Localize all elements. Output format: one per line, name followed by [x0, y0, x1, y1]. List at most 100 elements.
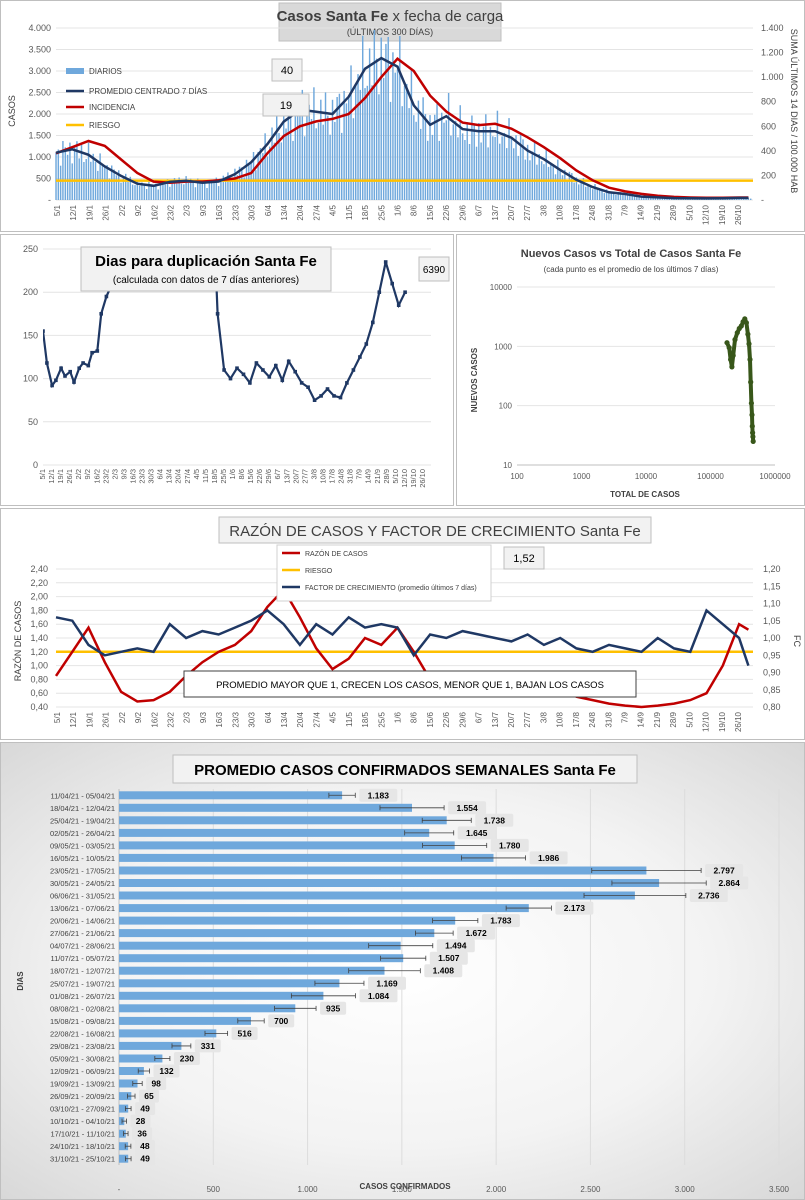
scatter-point: [747, 356, 753, 363]
daily-bar: [626, 195, 629, 200]
x-tick-label: 5/10: [391, 469, 400, 484]
x-tick-label: 22/6: [255, 469, 264, 484]
daily-bar: [264, 133, 266, 200]
weekly-bar: [119, 879, 660, 887]
doubling-marker: [95, 349, 100, 353]
value-label: 2.173: [564, 903, 586, 913]
doubling-marker: [390, 281, 394, 286]
daily-bar: [180, 183, 183, 200]
scatter-point: [734, 330, 740, 336]
daily-bar: [575, 177, 578, 200]
value-label-box: [134, 1139, 155, 1153]
weekly-bar: [119, 1104, 129, 1113]
scatter-point: [750, 430, 756, 436]
y-tick-label: 4.000: [28, 23, 51, 33]
x-tick-label: 9/3: [119, 469, 128, 479]
y-tick-label: 0,60: [30, 688, 48, 698]
y2-tick-label: 0,80: [763, 702, 781, 712]
daily-bar: [155, 183, 157, 200]
category-label: 08/08/21 - 02/08/21: [50, 1004, 115, 1013]
x-tick-label: 23/2: [167, 204, 176, 220]
daily-bar: [162, 182, 164, 200]
ratio-panel: RAZÓN DE CASOS Y FACTOR DE CRECIMIENTO S…: [0, 508, 805, 740]
daily-bar: [115, 175, 118, 200]
x-tick-label: 2/3: [183, 711, 192, 723]
daily-bar: [468, 144, 471, 200]
x-tick-label: 14/9: [637, 204, 646, 220]
x-tick-label: 4/5: [329, 204, 338, 216]
daily-bar: [238, 166, 241, 200]
daily-bar: [443, 122, 445, 200]
daily-bar: [596, 189, 599, 200]
daily-bar: [401, 106, 403, 200]
doubling-marker: [371, 320, 375, 325]
value-label-box: [457, 826, 496, 840]
x-tick-label: 23/2: [167, 711, 176, 727]
annotation-19: 19: [280, 100, 292, 112]
x-tick-label: 31/8: [604, 711, 613, 727]
x-tick-label: 30/3: [248, 204, 257, 220]
daily-legend: DIARIOS PROMEDIO CENTRADO 7 DÍAS INCIDEN…: [66, 67, 207, 130]
value-label: 935: [326, 1003, 340, 1013]
weekly-bar: [119, 1067, 144, 1075]
category-label: 18/07/21 - 12/07/21: [50, 967, 115, 976]
y-tick-label: 2.000: [28, 109, 51, 119]
daily-bar: [441, 112, 443, 200]
daily-bar: [480, 142, 482, 200]
x-tick-label: 24/8: [588, 204, 597, 220]
daily-bar: [78, 158, 80, 200]
daily-bar: [594, 184, 596, 200]
ratio-legend: RAZÓN DE CASOS RIESGO FACTOR DE CRECIMIE…: [276, 544, 492, 602]
x-tick-label: 2.000: [486, 1185, 507, 1194]
weekly-bar: [119, 1092, 132, 1101]
category-label: 04/07/21 - 28/06/21: [50, 942, 115, 951]
x-tick-label: 1/6: [394, 204, 403, 216]
x-tick-label: 6/4: [264, 711, 273, 723]
value-label: 331: [201, 1041, 215, 1051]
daily-bar: [134, 185, 136, 200]
value-label: 1.645: [466, 828, 488, 838]
daily-bar: [645, 197, 647, 200]
daily-bar: [445, 120, 448, 200]
x-tick-label: 8/6: [237, 469, 246, 479]
category-label: 19/09/21 - 13/09/21: [50, 1080, 115, 1089]
daily-bar: [526, 144, 529, 200]
y2-tick-label: 1.400: [761, 23, 784, 33]
category-label: 12/09/21 - 06/09/21: [50, 1067, 115, 1076]
x-tick-label: 27/4: [312, 204, 321, 220]
x-tick-label: 19/1: [85, 711, 94, 727]
annotation-box-19: [262, 93, 310, 117]
daily-bar: [399, 36, 401, 200]
y-tick-label: 3.000: [28, 66, 51, 76]
daily-bar: [587, 184, 589, 200]
y-tick-label: 1,00: [30, 661, 48, 671]
weekly-bar: [119, 1029, 217, 1038]
x-tick-label: 2/2: [118, 711, 127, 723]
x-tick-label: 2.500: [580, 1185, 601, 1194]
y2-tick-label: 1,15: [763, 581, 781, 591]
weekly-bar: [119, 954, 404, 963]
daily-bar: [310, 119, 313, 200]
x-tick-label: 5/10: [685, 711, 694, 727]
daily-bar: [125, 173, 127, 200]
y2-tick-label: 600: [761, 121, 776, 131]
value-label: 65: [144, 1091, 154, 1101]
legend-label-incidence: INCIDENCIA: [89, 103, 136, 112]
scatter-point: [728, 356, 734, 363]
daily-bar: [159, 182, 162, 200]
daily-bar: [603, 193, 606, 200]
daily-bar: [496, 110, 499, 200]
doubling-marker: [364, 342, 369, 346]
x-tick-label: 20/7: [507, 204, 516, 220]
value-label-box: [135, 1152, 156, 1166]
x-tick-label: 3/8: [539, 711, 548, 723]
ratio-chart: RAZÓN DE CASOS Y FACTOR DE CRECIMIENTO S…: [13, 516, 802, 732]
x-tick-label: 19/10: [718, 204, 727, 225]
x-tick-label: 26/1: [102, 204, 111, 220]
x-tick-label: 2/2: [118, 204, 127, 216]
value-label-box: [436, 939, 475, 953]
daily-bar: [80, 144, 83, 200]
daily-bar: [348, 96, 350, 200]
x-tick-label: 12/10: [702, 204, 711, 225]
daily-bar: [108, 178, 111, 200]
